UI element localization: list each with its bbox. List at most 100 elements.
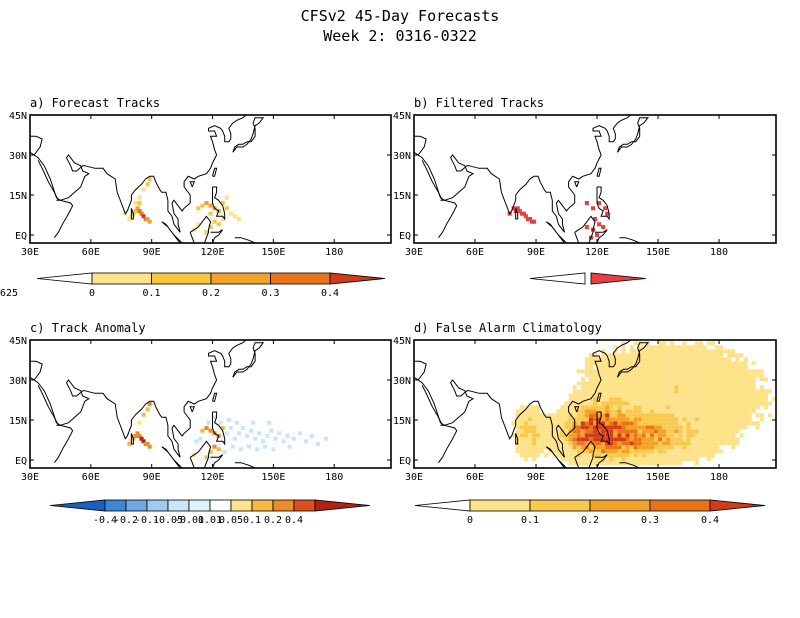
data-cell	[686, 417, 691, 422]
data-cell	[230, 444, 235, 449]
data-cell	[597, 437, 602, 442]
data-cell	[204, 230, 209, 235]
data-cell	[609, 437, 614, 442]
colorbar-segment	[167, 499, 190, 512]
data-cell	[674, 445, 679, 450]
data-cell	[727, 441, 732, 446]
data-cell	[515, 449, 520, 454]
data-cell	[605, 401, 610, 406]
data-cell	[645, 349, 650, 354]
data-cell	[678, 353, 683, 358]
data-cell	[649, 417, 654, 422]
colorbar-label: -0.2	[114, 515, 138, 526]
data-cell	[747, 401, 752, 406]
data-cell	[731, 445, 736, 450]
data-cell	[658, 341, 663, 346]
data-cell	[674, 417, 679, 422]
data-cell	[678, 437, 683, 442]
data-cell	[564, 421, 569, 426]
data-cell	[609, 365, 614, 370]
data-cell	[682, 433, 687, 438]
data-cell	[617, 397, 622, 402]
data-cell	[719, 429, 724, 434]
data-cell	[649, 457, 654, 462]
data-cell	[532, 441, 537, 446]
data-cell	[621, 357, 626, 362]
data-cell	[208, 211, 213, 216]
data-cell	[723, 413, 728, 418]
data-cell	[609, 405, 614, 410]
data-cell	[597, 385, 602, 390]
data-cell	[662, 345, 667, 350]
data-cell	[715, 393, 720, 398]
data-cell	[641, 449, 646, 454]
data-cell	[576, 381, 581, 386]
data-cell	[584, 373, 589, 378]
data-cell	[698, 417, 703, 422]
data-cell	[641, 385, 646, 390]
data-cell	[568, 409, 573, 414]
data-cell	[727, 369, 732, 374]
data-cell	[576, 389, 581, 394]
data-cell	[723, 393, 728, 398]
data-cell	[576, 461, 581, 466]
data-cell	[645, 429, 650, 434]
panel-d-frame	[413, 339, 777, 469]
data-cell	[649, 349, 654, 354]
data-cell	[196, 222, 201, 227]
data-cell	[662, 377, 667, 382]
data-cell	[739, 397, 744, 402]
data-cell	[682, 429, 687, 434]
data-cell	[532, 417, 537, 422]
data-cell	[576, 413, 581, 418]
colorbar-segment	[210, 272, 271, 285]
data-cell	[662, 417, 667, 422]
data-cell	[232, 436, 237, 441]
data-cell	[597, 441, 602, 446]
colorbar-low-triangle	[49, 499, 106, 512]
data-cell	[641, 453, 646, 458]
data-cell	[654, 429, 659, 434]
data-cell	[723, 429, 728, 434]
data-cell	[649, 433, 654, 438]
data-cell	[735, 393, 740, 398]
data-cell	[702, 349, 707, 354]
data-cell	[666, 393, 671, 398]
data-cell	[694, 377, 699, 382]
data-cell	[649, 393, 654, 398]
data-cell	[727, 425, 732, 430]
data-cell	[645, 445, 650, 450]
data-cell	[584, 409, 589, 414]
data-cell	[719, 405, 724, 410]
data-cell	[662, 397, 667, 402]
data-cell	[686, 433, 691, 438]
data-cell	[532, 421, 537, 426]
data-cell	[605, 413, 610, 418]
data-cell	[694, 457, 699, 462]
data-cell	[658, 373, 663, 378]
data-cell	[621, 433, 626, 438]
colorbar-segment	[91, 272, 152, 285]
data-cell	[552, 445, 557, 450]
data-cell	[658, 393, 663, 398]
data-cell	[727, 397, 732, 402]
data-cell	[228, 211, 233, 216]
data-cell	[658, 397, 663, 402]
data-cell	[690, 425, 695, 430]
data-cell	[605, 461, 610, 466]
data-cell	[698, 401, 703, 406]
data-cell	[267, 420, 272, 425]
data-cell	[605, 437, 610, 442]
data-cell	[324, 436, 329, 441]
data-cell	[641, 413, 646, 418]
data-cell	[654, 397, 659, 402]
data-cell	[584, 201, 589, 205]
data-cell	[269, 428, 274, 433]
data-cell	[719, 349, 724, 354]
data-cell	[678, 361, 683, 366]
data-cell	[710, 417, 715, 422]
data-cell	[723, 365, 728, 370]
data-cell	[719, 393, 724, 398]
data-cell	[580, 413, 585, 418]
